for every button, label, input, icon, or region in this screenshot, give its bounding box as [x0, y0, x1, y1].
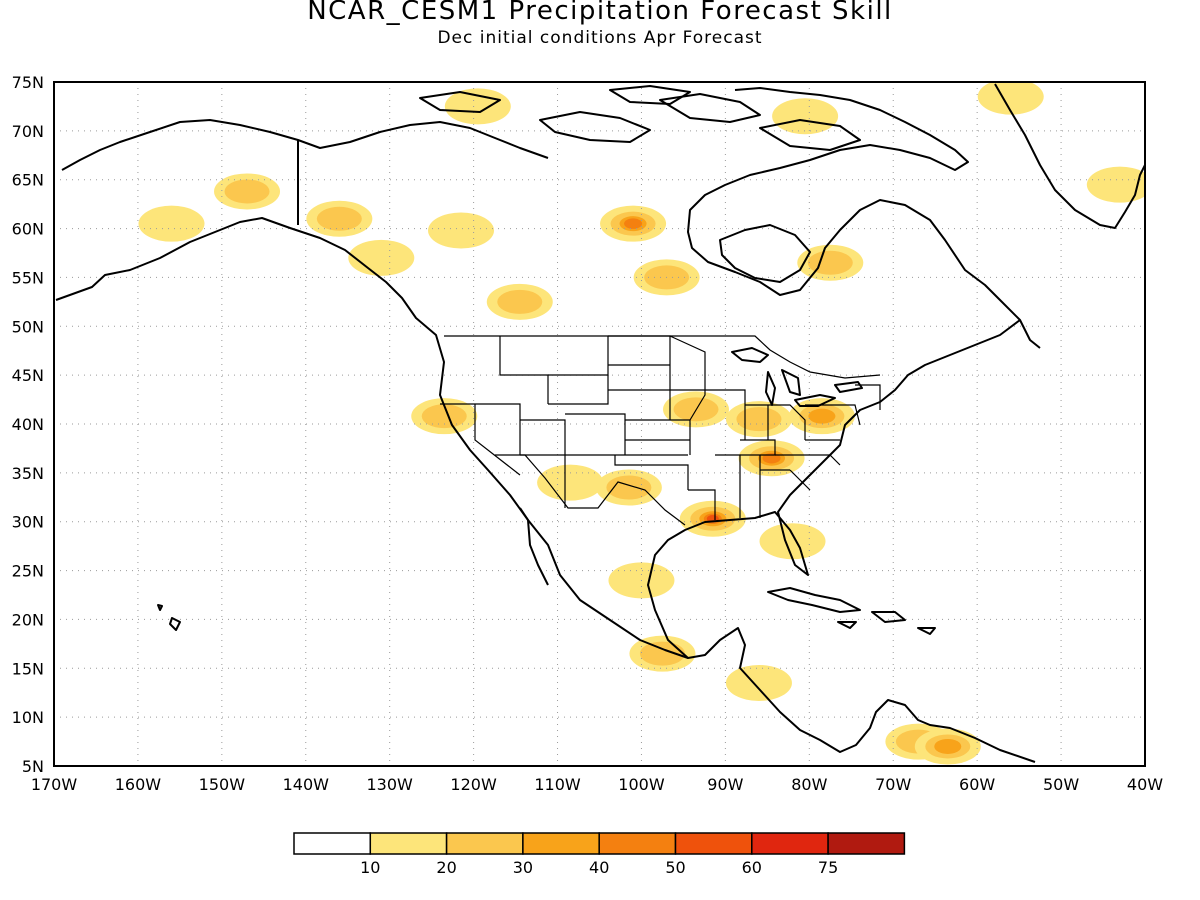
skill-contour [977, 82, 1044, 115]
colorbar-swatch [598, 832, 677, 855]
lat-tick-label: 65N [12, 171, 44, 190]
lon-tick-label: 70W [875, 775, 911, 794]
lat-tick-label: 35N [12, 464, 44, 483]
lat-tick-label: 55N [12, 268, 44, 287]
lat-tick-label: 70N [12, 122, 44, 141]
lat-tick-label: 50N [12, 317, 44, 336]
plot-frame [53, 81, 1146, 767]
lon-tick-label: 150W [199, 775, 246, 794]
lon-tick-label: 110W [534, 775, 581, 794]
lon-tick-label: 170W [31, 775, 78, 794]
map-title: NCAR_CESM1 Precipitation Forecast Skill [307, 0, 893, 26]
colorbar-label: 60 [742, 858, 762, 877]
lat-tick-label: 20N [12, 610, 44, 629]
lon-tick-label: 100W [618, 775, 665, 794]
map-subtitle: Dec initial conditions Apr Forecast [437, 28, 763, 48]
skill-contour [1086, 166, 1145, 203]
skill-contour [807, 250, 853, 275]
axis-tick-labels: 75N 70N 65N 60N 55N 50N 45N 40N 35N 30N 25N 20N 15N 1… [12, 73, 1164, 794]
lat-tick-label: 15N [12, 659, 44, 678]
skill-contour [421, 404, 467, 429]
skill-contour [428, 212, 495, 249]
lat-tick-label: 30N [12, 513, 44, 532]
colorbar: 10 20 30 40 50 60 75 [293, 832, 906, 877]
lon-tick-label: 140W [283, 775, 330, 794]
skill-contour [808, 408, 836, 424]
political-borders [440, 335, 881, 526]
lon-tick-label: 160W [115, 775, 162, 794]
skill-contour [639, 641, 685, 666]
colorbar-swatch [293, 832, 372, 855]
lon-tick-label: 90W [707, 775, 743, 794]
lon-tick-label: 80W [791, 775, 827, 794]
skill-contour [348, 239, 415, 276]
colorbar-swatch [751, 832, 829, 855]
lon-tick-label: 40W [1127, 775, 1163, 794]
lon-tick-label: 130W [367, 775, 414, 794]
skill-contour [316, 206, 362, 231]
skill-contour [736, 407, 782, 432]
skill-contour [772, 98, 839, 135]
coastlines [55, 83, 1145, 763]
lon-tick-label: 120W [450, 775, 497, 794]
skill-contour [224, 179, 270, 204]
colorbar-label: 40 [589, 858, 609, 877]
lon-tick-label: 60W [959, 775, 995, 794]
lat-tick-label: 10N [12, 708, 44, 727]
colorbar-label: 50 [665, 858, 685, 877]
skill-contour [537, 464, 604, 501]
skill-contour [624, 218, 643, 229]
colorbar-swatch [445, 832, 524, 855]
colorbar-label: 20 [436, 858, 456, 877]
lat-tick-label: 45N [12, 366, 44, 385]
colorbar-label: 30 [513, 858, 533, 877]
skill-contour [444, 88, 511, 125]
skill-contour [725, 664, 792, 701]
lat-tick-label: 60N [12, 220, 44, 239]
skill-shading [138, 82, 1145, 765]
lat-tick-label: 40N [12, 415, 44, 434]
skill-contour [934, 738, 962, 754]
colorbar-swatch [827, 832, 906, 855]
colorbar-swatch [674, 832, 753, 855]
colorbar-label: 75 [818, 858, 838, 877]
colorbar-swatch [522, 832, 600, 855]
colorbar-label: 10 [360, 858, 380, 877]
gridlines [54, 82, 1145, 766]
colorbar-swatch [369, 832, 448, 855]
lat-tick-label: 75N [12, 73, 44, 92]
skill-contour [497, 289, 543, 314]
lon-tick-label: 50W [1043, 775, 1079, 794]
skill-contour [138, 205, 205, 242]
lat-tick-label: 5N [22, 757, 44, 776]
skill-contour [759, 523, 826, 560]
lat-tick-label: 25N [12, 562, 44, 581]
